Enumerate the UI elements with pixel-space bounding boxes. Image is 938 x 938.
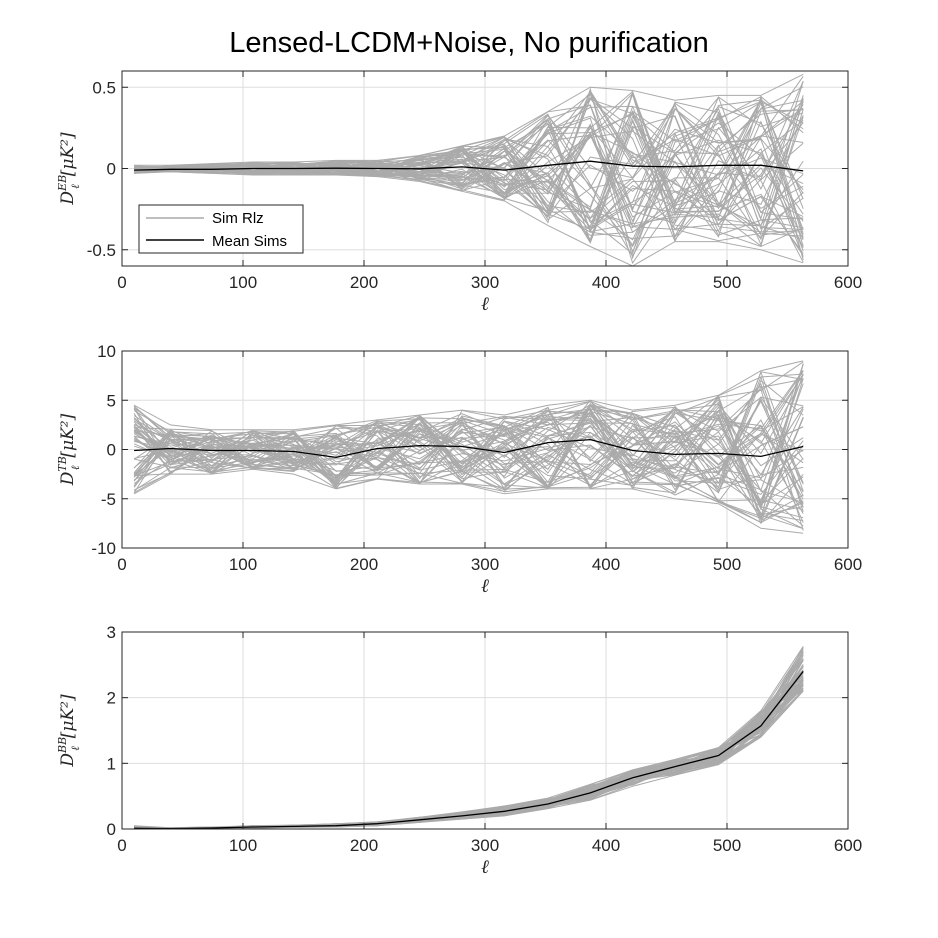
y-tick-label: 0.5: [92, 78, 116, 97]
x-tick-label: 200: [350, 555, 378, 574]
x-tick-label: 100: [229, 836, 257, 855]
x-tick-label: 600: [834, 555, 862, 574]
y-tick-label: -0.5: [87, 241, 116, 260]
sim-line: [133, 405, 804, 503]
y-tick-label: 0: [107, 160, 116, 179]
y-tick-label: 3: [107, 623, 116, 642]
panel-tb: 0 100 200 300 400 500 600 -10 -5 0 5 10 ℓ DTBℓ[μK²]: [56, 342, 862, 597]
x-tick-label: 300: [471, 836, 499, 855]
mean-line-tb: [134, 438, 804, 459]
y-tick-label: -10: [91, 539, 116, 558]
sim-line: [133, 416, 804, 481]
sim-line: [133, 370, 804, 492]
x-tick-label: 0: [117, 555, 126, 574]
sim-line: [133, 401, 804, 506]
sim-realizations-eb: [134, 73, 804, 266]
sim-line: [134, 646, 804, 829]
x-axis-label: ℓ: [481, 575, 489, 597]
sim-line: [134, 95, 804, 258]
x-tick-label: 100: [229, 555, 257, 574]
sim-line: [133, 413, 804, 489]
legend-label-sim: Sim Rlz: [212, 210, 264, 227]
y-tick-label: 0: [107, 820, 116, 839]
y-axis-label: DEBℓ[μK²]: [56, 132, 82, 206]
sim-line: [134, 107, 804, 179]
y-axis-label: DTBℓ[μK²]: [56, 413, 82, 486]
y-tick-label: 1: [107, 754, 116, 773]
x-tick-label: 500: [713, 836, 741, 855]
legend-label-mean: Mean Sims: [212, 233, 287, 250]
x-tick-label: 400: [592, 555, 620, 574]
sim-line: [133, 400, 804, 497]
mean-line-eb: [134, 160, 804, 172]
x-tick-label: 500: [713, 273, 741, 292]
y-tick-label: -5: [101, 490, 116, 509]
sim-line: [134, 690, 804, 829]
x-tick-label: 400: [592, 836, 620, 855]
sim-line: [134, 90, 804, 226]
y-tick-label: 2: [107, 689, 116, 708]
y-tick-label: 5: [107, 391, 116, 410]
sim-line: [133, 408, 804, 502]
x-tick-label: 300: [471, 273, 499, 292]
sim-line: [133, 410, 804, 507]
panel-bb: 0 100 200 300 400 500 600 0 1 2 3 ℓ DBBℓ[μK²]: [56, 623, 862, 878]
x-tick-label: 200: [350, 836, 378, 855]
x-tick-label: 600: [834, 273, 862, 292]
sim-line: [133, 360, 804, 431]
y-axis-label: DBBℓ[μK²]: [56, 694, 82, 768]
sim-line: [133, 376, 804, 512]
sim-line: [134, 76, 804, 177]
sim-line: [133, 379, 804, 494]
sim-line: [133, 408, 804, 472]
x-tick-label: 0: [117, 836, 126, 855]
x-axis-label: ℓ: [481, 293, 489, 315]
sim-line: [134, 162, 804, 256]
sim-line: [133, 364, 804, 481]
x-axis-label: ℓ: [481, 856, 489, 878]
x-tick-label: 600: [834, 836, 862, 855]
sim-realizations-tb: [133, 360, 804, 534]
x-tick-label: 500: [713, 555, 741, 574]
sim-line: [134, 105, 804, 230]
figure-title: Lensed-LCDM+Noise, No purification: [229, 27, 709, 59]
sim-line: [134, 73, 804, 166]
x-tick-label: 100: [229, 273, 257, 292]
y-tick-label: 0: [107, 441, 116, 460]
sim-line: [133, 410, 804, 516]
x-tick-label: 0: [117, 273, 126, 292]
sim-line: [133, 468, 804, 534]
sim-line: [134, 96, 804, 185]
legend: Sim Rlz Mean Sims: [138, 204, 304, 254]
x-tick-label: 300: [471, 555, 499, 574]
sim-line: [134, 128, 804, 252]
sim-line: [133, 396, 804, 476]
legend-box: [138, 204, 304, 254]
sim-line: [133, 394, 804, 520]
sim-line: [134, 171, 804, 266]
mean-line-bb: [134, 671, 804, 830]
x-tick-label: 400: [592, 273, 620, 292]
x-tick-label: 200: [350, 273, 378, 292]
y-tick-label: 10: [97, 342, 116, 361]
